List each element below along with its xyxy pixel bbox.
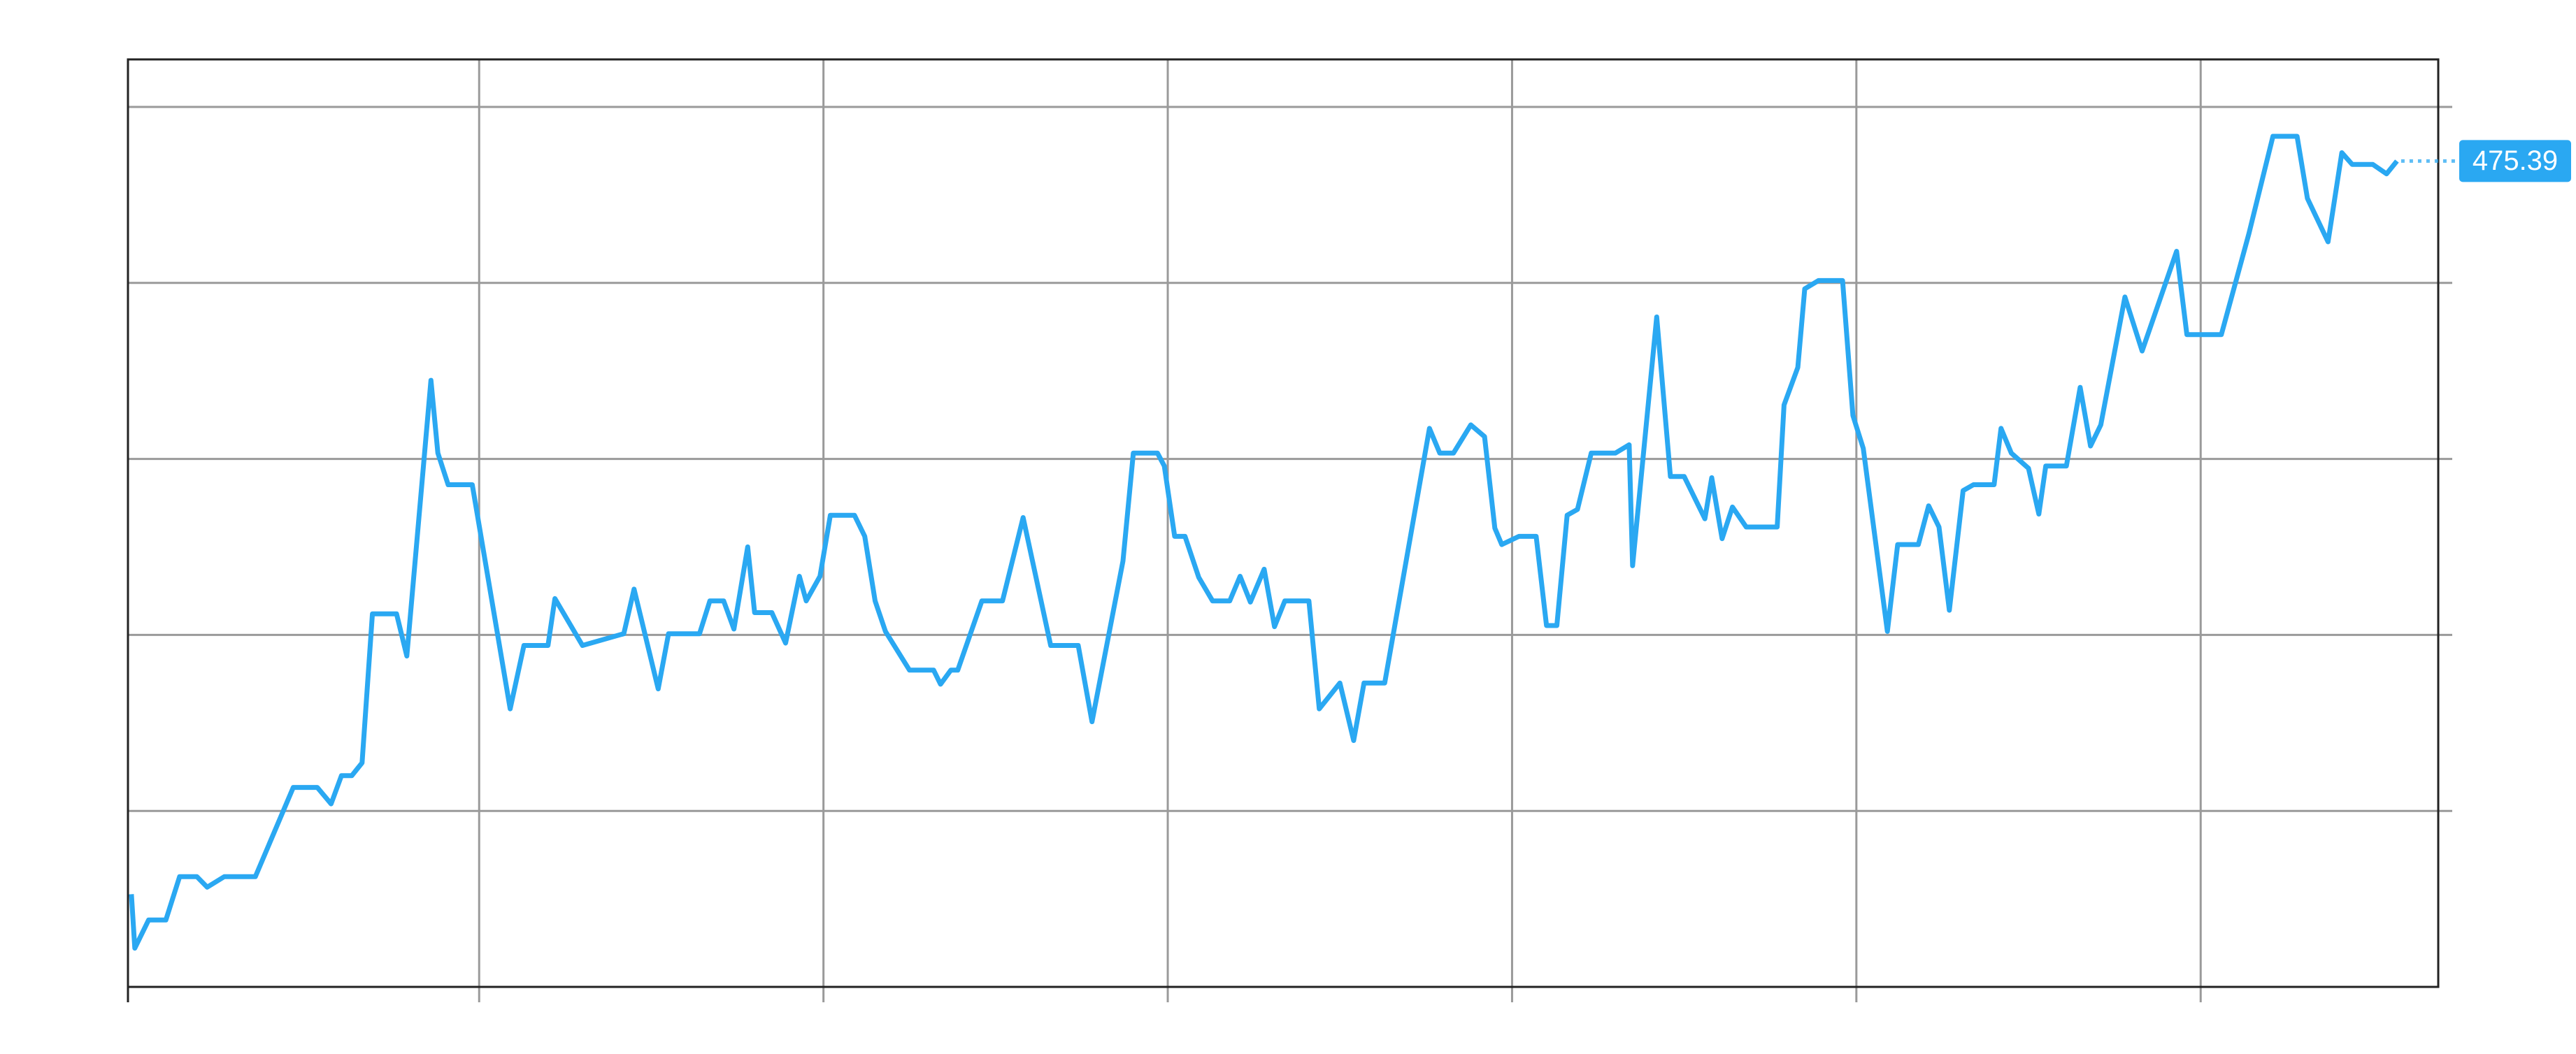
data-line [129, 133, 2399, 951]
last-value-badge [2459, 140, 2571, 182]
last-value-label: 475.39 [2473, 145, 2558, 176]
plot-frame [127, 58, 2440, 988]
